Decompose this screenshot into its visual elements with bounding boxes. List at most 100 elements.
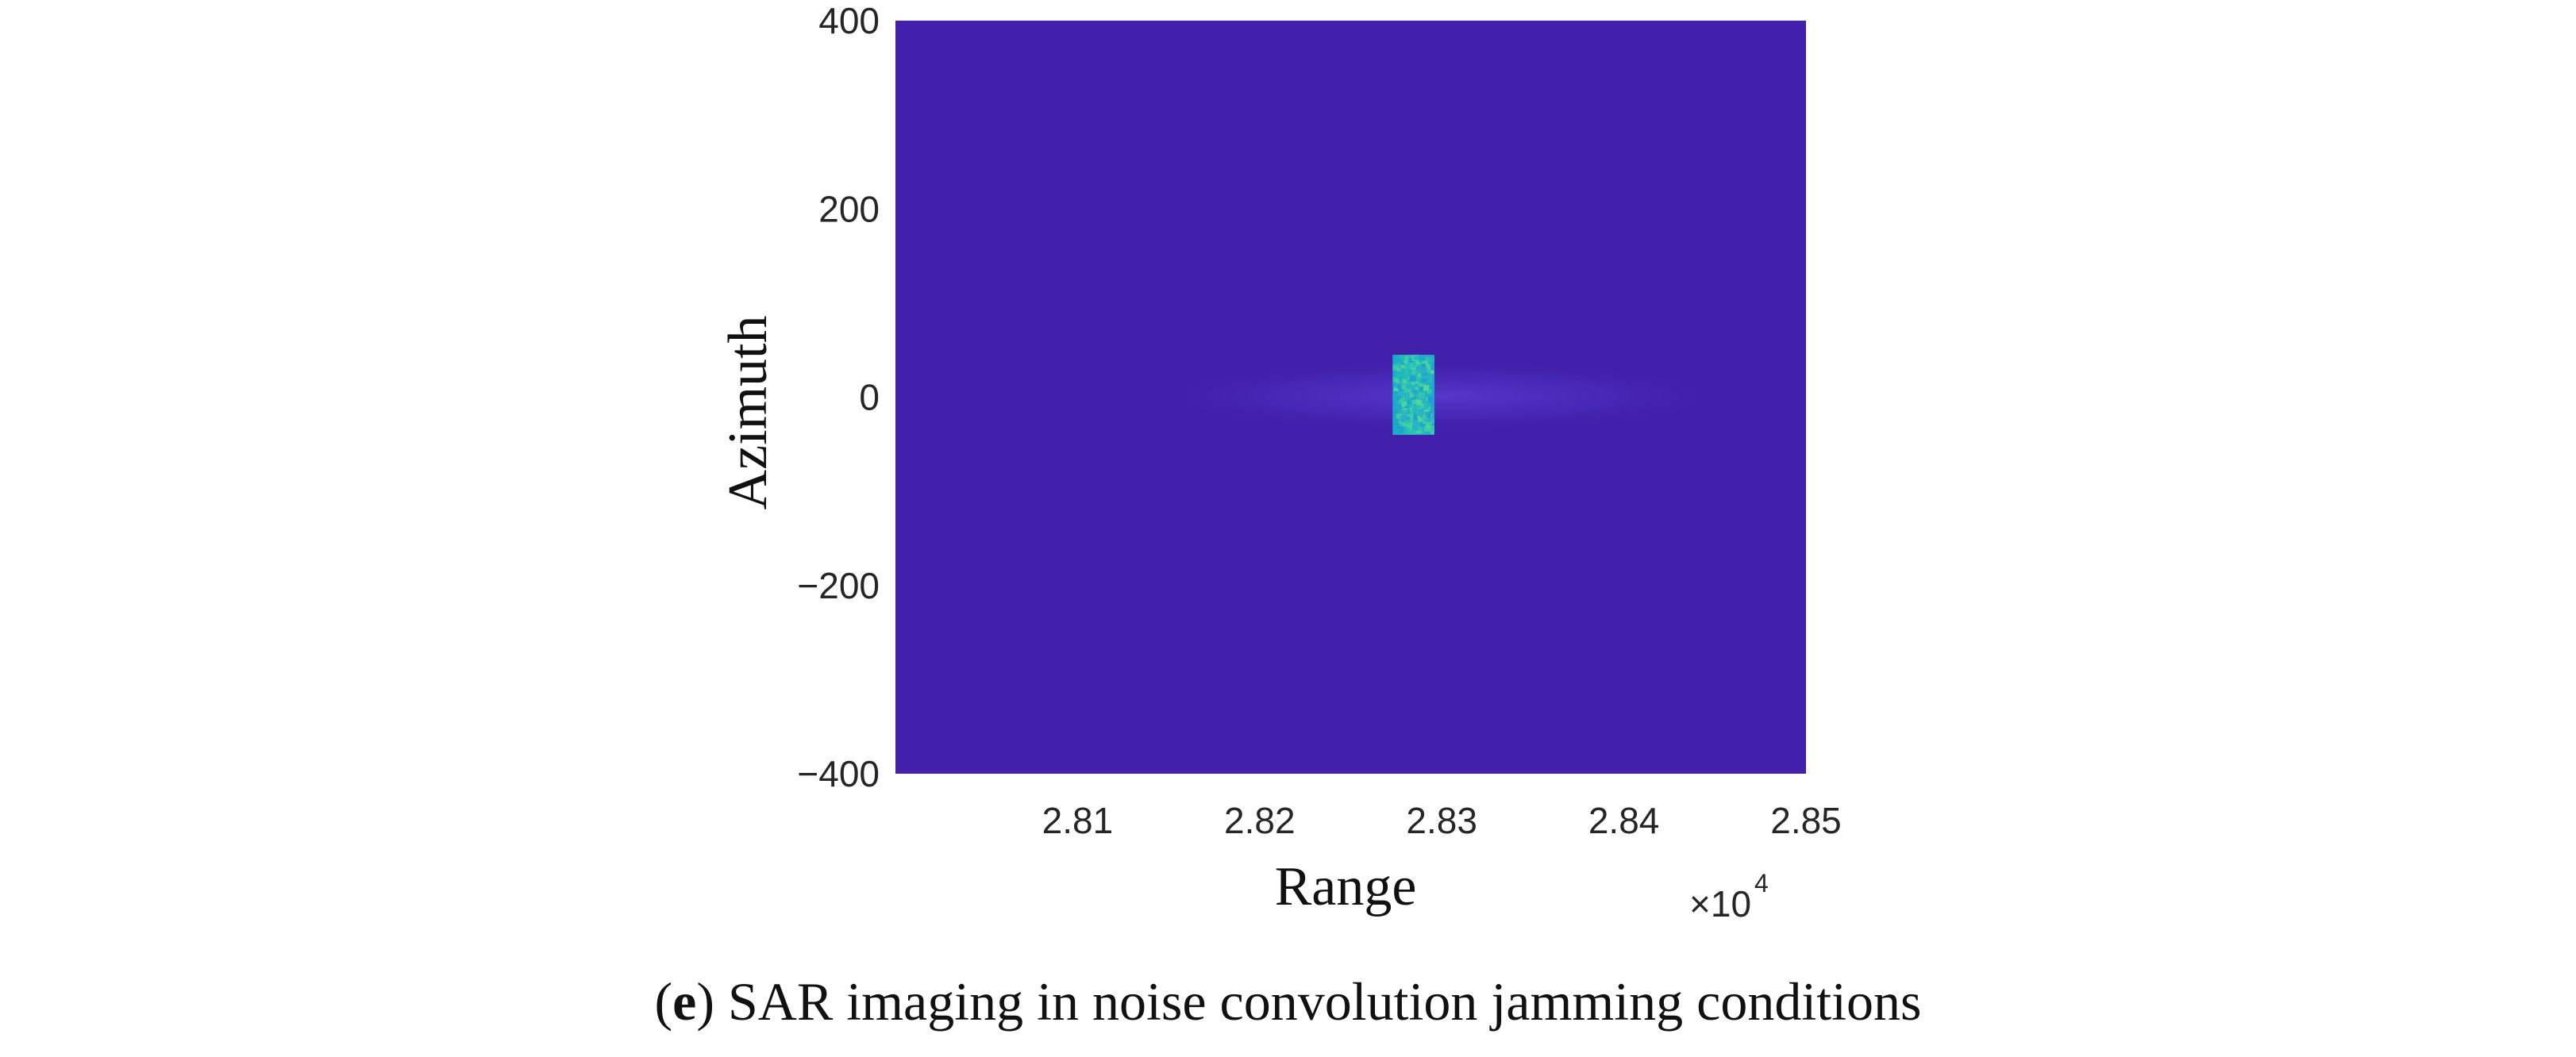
plot-area bbox=[895, 21, 1806, 774]
target-speckle-cell bbox=[1424, 366, 1428, 369]
sidelobe-glow bbox=[1150, 359, 1734, 432]
target-speckle-cell bbox=[1409, 427, 1412, 430]
y-tick-label: 400 bbox=[818, 0, 880, 41]
y-tick-label: −200 bbox=[797, 565, 880, 606]
target-speckle-cell bbox=[1409, 413, 1414, 418]
target-speckle-cell bbox=[1409, 375, 1416, 382]
x-tick-label: 2.84 bbox=[1588, 800, 1660, 841]
target-speckle-cell bbox=[1423, 419, 1427, 425]
target-speckle-cell bbox=[1411, 382, 1415, 385]
target-speckle-cell bbox=[1407, 389, 1411, 393]
target-speckle-cell bbox=[1393, 386, 1400, 392]
target-speckle-cell bbox=[1415, 386, 1419, 391]
target-speckle-cell bbox=[1393, 418, 1400, 425]
target-speckle-cell bbox=[1401, 421, 1407, 426]
y-tick-label: 200 bbox=[818, 188, 880, 229]
target-speckle-cell bbox=[1398, 399, 1404, 405]
target-speckle-cell bbox=[1427, 359, 1433, 366]
target-speckle-cell bbox=[1397, 391, 1404, 398]
target-speckle-cell bbox=[1392, 377, 1398, 382]
target-speckle-cell bbox=[1415, 359, 1421, 365]
target-speckle-cell bbox=[1409, 392, 1415, 398]
target-speckle-cell bbox=[1422, 378, 1428, 385]
target-speckle-cell bbox=[1405, 409, 1411, 414]
target-speckle-cell bbox=[1419, 355, 1425, 361]
target-speckle-cell bbox=[1419, 386, 1423, 391]
x-tick-label: 2.82 bbox=[1224, 800, 1296, 841]
target-speckle-cell bbox=[1404, 388, 1408, 393]
target-speckle-cell bbox=[1396, 378, 1400, 382]
target-speckle-cell bbox=[1425, 380, 1429, 384]
target-speckle-cell bbox=[1413, 403, 1419, 409]
target-speckle-cell bbox=[1416, 425, 1423, 432]
target-speckle-cell bbox=[1427, 417, 1432, 423]
x-axis-ticks: 2.81 2.82 2.83 2.84 2.85 bbox=[1042, 800, 1842, 841]
target-speckle-cell bbox=[1413, 370, 1417, 375]
target-speckle-cell bbox=[1412, 425, 1419, 431]
target-speckle-cell bbox=[1408, 358, 1414, 363]
target-speckle-cell bbox=[1400, 364, 1404, 368]
target-speckle-cell bbox=[1417, 386, 1420, 389]
target-speckle-cell bbox=[1396, 413, 1403, 421]
target-speckle-cell bbox=[1426, 364, 1430, 369]
target-speckle-cell bbox=[1428, 425, 1434, 432]
x-tick-label: 2.85 bbox=[1770, 800, 1842, 841]
target-speckle-cell bbox=[1407, 402, 1413, 407]
target-speckle-cell bbox=[1396, 367, 1401, 372]
target-speckle-cell bbox=[1424, 411, 1431, 418]
target-speckle-cell bbox=[1406, 422, 1413, 429]
target-speckle-cell bbox=[1411, 399, 1417, 405]
target-speckle-cell bbox=[1396, 423, 1403, 429]
target-speckle-cell bbox=[1427, 372, 1433, 379]
target-speckle-cell bbox=[1401, 384, 1407, 390]
target-speckle-cell bbox=[1396, 362, 1399, 366]
target-speckle-cell bbox=[1427, 421, 1430, 425]
target-speckle-cell bbox=[1428, 400, 1434, 406]
target-speckle-cell bbox=[1427, 403, 1432, 408]
target-speckle-cell bbox=[1423, 405, 1429, 410]
target-speckle-cell bbox=[1400, 355, 1405, 361]
target-speckle-cell bbox=[1423, 401, 1429, 407]
target-speckle-cell bbox=[1430, 357, 1434, 362]
y-axis-ticks: 400 200 0 −200 −400 bbox=[797, 0, 880, 794]
target-speckle-cell bbox=[1421, 379, 1425, 382]
target-speckle-cell bbox=[1411, 363, 1415, 368]
target-speckle-cell bbox=[1419, 359, 1422, 363]
target-speckle-cell bbox=[1423, 425, 1430, 432]
target-speckle-cell bbox=[1398, 360, 1401, 364]
x-exponent-power: 4 bbox=[1754, 869, 1769, 897]
target-speckle-cell bbox=[1413, 412, 1417, 417]
target-speckle-cell bbox=[1427, 378, 1433, 383]
target-speckle-cell bbox=[1423, 415, 1427, 420]
target-speckle-cell bbox=[1413, 416, 1418, 421]
target-speckle-cell bbox=[1402, 356, 1408, 361]
target-speckle-cell bbox=[1421, 394, 1425, 398]
target-speckle-cell bbox=[1423, 368, 1428, 374]
target-speckle-cell bbox=[1398, 427, 1404, 433]
target-speckle-cell bbox=[1421, 426, 1427, 431]
target-speckle-cell bbox=[1415, 381, 1419, 386]
target-speckle-cell bbox=[1422, 398, 1427, 402]
target-speckle-cell bbox=[1401, 404, 1405, 408]
target-speckle-cell bbox=[1417, 373, 1422, 378]
target-speckle-cell bbox=[1423, 385, 1430, 391]
target-speckle-cell bbox=[1399, 421, 1404, 426]
target-speckle-cell bbox=[1418, 413, 1423, 418]
target-speckle-cell bbox=[1408, 409, 1412, 412]
target-speckle bbox=[1392, 355, 1434, 435]
caption-letter: e bbox=[672, 971, 697, 1032]
target-speckle-cell bbox=[1412, 390, 1418, 395]
target-speckle-cell bbox=[1402, 379, 1407, 384]
target-speckle-cell bbox=[1408, 370, 1415, 377]
target-speckle-cell bbox=[1409, 400, 1412, 403]
target-speckle-cell bbox=[1426, 422, 1432, 429]
target-speckle-cell bbox=[1400, 410, 1407, 417]
target-speckle-cell bbox=[1430, 370, 1434, 375]
target-speckle-cell bbox=[1407, 369, 1411, 374]
target-speckle-cell bbox=[1418, 390, 1423, 394]
target-speckle-cell bbox=[1415, 372, 1419, 376]
target-speckle-cell bbox=[1415, 366, 1421, 372]
figure-caption: (e) SAR imaging in noise convolution jam… bbox=[654, 971, 1922, 1032]
target-speckle-cell bbox=[1392, 409, 1399, 415]
target-speckle-cell bbox=[1427, 356, 1432, 362]
